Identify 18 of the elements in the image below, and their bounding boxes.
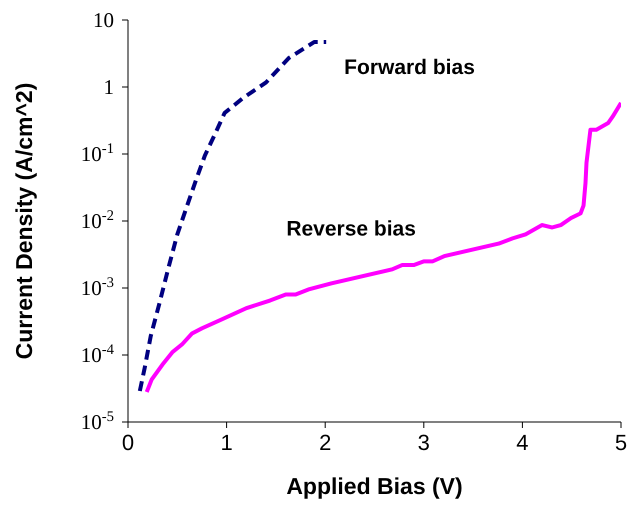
x-tick-label: 3 [418, 430, 430, 455]
series-label: Forward bias [344, 56, 475, 79]
x-tick-label: 2 [319, 430, 332, 455]
y-tick-label: 10$^{-5}$ [80, 409, 114, 434]
y-tick-label: 10$^{-1}$ [80, 141, 114, 166]
y-tick-label: 10$^{-2}$ [80, 208, 114, 233]
x-tick-label: 4 [516, 430, 529, 455]
y-tick-label: 10 [93, 8, 114, 32]
x-tick-label: 5 [614, 430, 628, 455]
x-tick-label: 0 [122, 430, 134, 455]
x-tick-label: 1 [220, 430, 233, 455]
y-tick-label: 10$^{-3}$ [80, 275, 114, 300]
y-tick-label: 1 [104, 75, 114, 99]
y-tick-label: 10$^{-4}$ [80, 342, 115, 367]
y-axis-title: Current Density (A/cm^2) [11, 82, 38, 360]
line-series [144, 100, 621, 394]
series-label: Reverse bias [286, 217, 416, 240]
x-axis-title: Applied Bias (V) [286, 473, 463, 499]
